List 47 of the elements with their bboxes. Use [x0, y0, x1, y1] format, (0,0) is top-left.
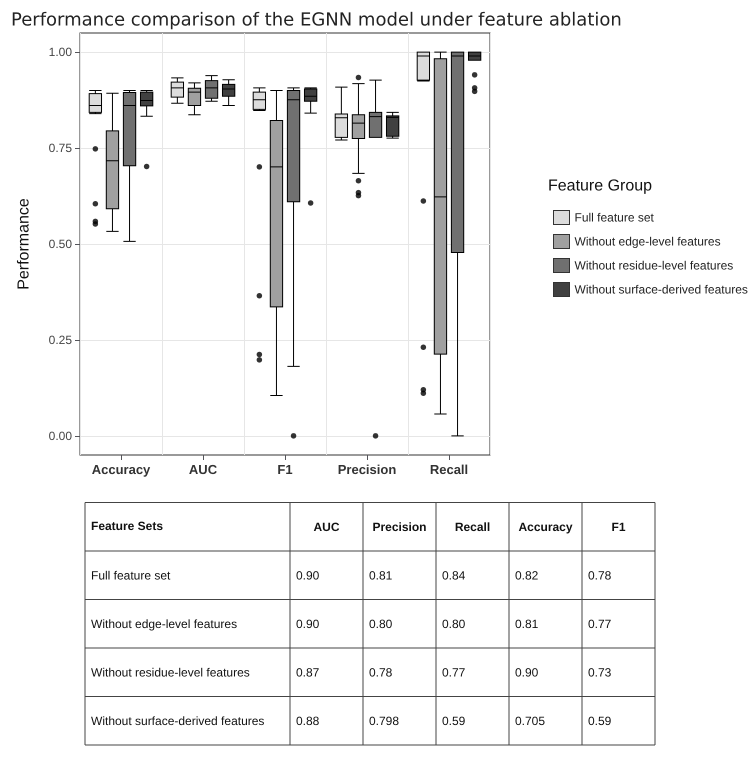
y-tick-label: 1.00 — [48, 45, 72, 60]
data-label: 0.88 — [296, 714, 320, 728]
legend-label: Full feature set — [574, 210, 655, 224]
y-tick-label: 0.25 — [48, 332, 72, 347]
x-tick-label: Precision — [338, 462, 396, 477]
y-tick-label: 0.50 — [48, 237, 72, 251]
data-label: 0.73 — [588, 665, 612, 680]
y-axis-title: Feature Sets — [91, 518, 164, 533]
legend-label: Without residue-level features — [574, 258, 734, 272]
x-tick-label: F1 — [277, 462, 293, 477]
data-label: 0.84 — [442, 568, 466, 582]
data-label: 0.81 — [515, 616, 539, 631]
data-label: 0.80 — [369, 616, 393, 631]
data-label: 0.59 — [588, 714, 612, 728]
data-label: 0.77 — [442, 665, 466, 680]
chart-title: Performance comparison of the EGNN model under feature ablation — [11, 10, 622, 30]
y-tick-label: Without surface-derived features — [91, 714, 264, 728]
y-tick-label: 0.00 — [48, 428, 72, 443]
y-tick-label: Full feature set — [91, 568, 172, 582]
data-label: 0.90 — [515, 665, 539, 680]
data-label: 0.78 — [369, 665, 393, 680]
y-tick-label: 0.75 — [48, 141, 72, 156]
y-axis-title: Performance — [16, 198, 32, 290]
data-label: 0.705 — [515, 714, 546, 728]
data-label: 0.77 — [588, 616, 612, 631]
data-label: 0.81 — [369, 568, 393, 582]
y-tick-label: Without edge-level features — [91, 616, 238, 631]
data-label: 0.59 — [442, 714, 466, 728]
x-tick-label: Recall — [430, 462, 468, 477]
data-label: 0.87 — [296, 665, 320, 680]
legend-label: Without edge-level features — [574, 234, 721, 248]
x-tick-label: AUC — [314, 520, 340, 534]
legend-title: Feature Group — [548, 178, 652, 194]
data-label: 0.82 — [515, 568, 539, 582]
data-label: 0.90 — [296, 568, 320, 582]
data-label: 0.90 — [296, 616, 320, 631]
x-tick-label: F1 — [611, 520, 626, 534]
x-tick-label: Accuracy — [92, 462, 152, 477]
data-label: 0.78 — [588, 568, 612, 582]
y-tick-label: Without residue-level features — [91, 665, 250, 680]
data-label: 0.798 — [369, 714, 400, 728]
x-tick-label: Precision — [372, 520, 427, 534]
x-tick-label: Accuracy — [518, 520, 573, 534]
legend-label: Without surface-derived features — [574, 282, 748, 296]
x-tick-label: Recall — [454, 520, 490, 534]
x-tick-label: AUC — [188, 462, 218, 477]
data-label: 0.80 — [442, 616, 466, 631]
